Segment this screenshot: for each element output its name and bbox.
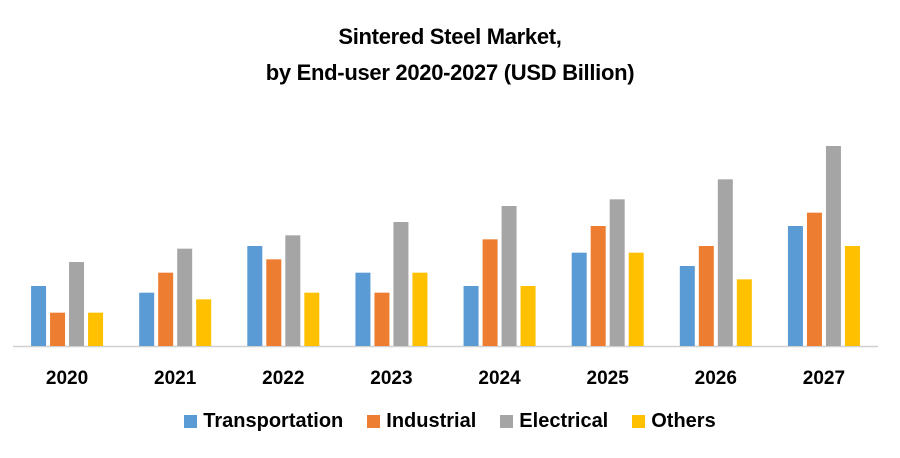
bar-others-2020: [88, 312, 104, 346]
bar-electrical-2020: [69, 262, 85, 346]
x-tick-label: 2022: [262, 368, 304, 389]
legend-label-others: Others: [651, 410, 716, 432]
bar-transportation-2021: [139, 292, 155, 346]
bar-electrical-2026: [717, 179, 733, 346]
legend-item-electrical[interactable]: Electrical: [500, 410, 608, 433]
legend: Transportation Industrial Electrical Oth…: [0, 410, 900, 433]
bar-electrical-2023: [393, 222, 409, 346]
x-tick-label: 2020: [46, 368, 88, 389]
bar-others-2026: [736, 279, 752, 346]
bar-transportation-2022: [247, 246, 263, 346]
x-tick-label: 2027: [803, 368, 845, 389]
legend-swatch-electrical: [500, 415, 514, 428]
bar-electrical-2027: [825, 146, 841, 346]
bar-electrical-2025: [609, 199, 625, 346]
bar-transportation-2026: [679, 266, 695, 346]
bar-industrial-2026: [698, 246, 714, 346]
bar-industrial-2022: [266, 259, 282, 346]
legend-item-industrial[interactable]: Industrial: [367, 410, 476, 433]
x-tick-label: 2024: [478, 368, 521, 389]
bar-electrical-2022: [285, 235, 301, 346]
bar-industrial-2025: [590, 226, 606, 346]
bar-transportation-2023: [355, 272, 371, 346]
legend-label-electrical: Electrical: [519, 410, 609, 432]
x-tick-label: 2025: [587, 368, 630, 389]
x-tick-label: 2021: [154, 368, 197, 389]
bar-industrial-2020: [50, 312, 66, 346]
legend-swatch-transportation: [184, 415, 198, 428]
chart-title: Sintered Steel Market,: [338, 24, 562, 49]
chart-subtitle: by End-user 2020-2027 (USD Billion): [265, 60, 635, 85]
bar-industrial-2024: [482, 239, 498, 346]
legend-swatch-others: [632, 415, 646, 428]
legend-label-industrial: Industrial: [386, 410, 477, 432]
bar-electrical-2024: [501, 206, 517, 346]
bar-others-2022: [304, 292, 320, 346]
bar-others-2024: [520, 286, 536, 346]
legend-label-transportation: Transportation: [203, 410, 344, 432]
legend-swatch-industrial: [367, 415, 381, 428]
bar-transportation-2024: [463, 286, 479, 346]
bar-electrical-2021: [177, 248, 193, 346]
bar-others-2027: [844, 246, 860, 346]
bar-industrial-2027: [806, 212, 822, 346]
x-tick-label: 2023: [370, 368, 412, 389]
bar-transportation-2025: [571, 252, 587, 346]
legend-item-others[interactable]: Others: [632, 410, 716, 433]
bar-others-2021: [196, 299, 212, 346]
legend-item-transportation[interactable]: Transportation: [184, 410, 343, 433]
bar-others-2023: [412, 272, 428, 346]
bar-transportation-2020: [31, 286, 47, 346]
x-tick-label: 2026: [695, 368, 737, 389]
bar-transportation-2027: [787, 226, 803, 346]
bar-others-2025: [628, 252, 644, 346]
bar-industrial-2023: [374, 292, 390, 346]
bar-industrial-2021: [158, 272, 174, 346]
